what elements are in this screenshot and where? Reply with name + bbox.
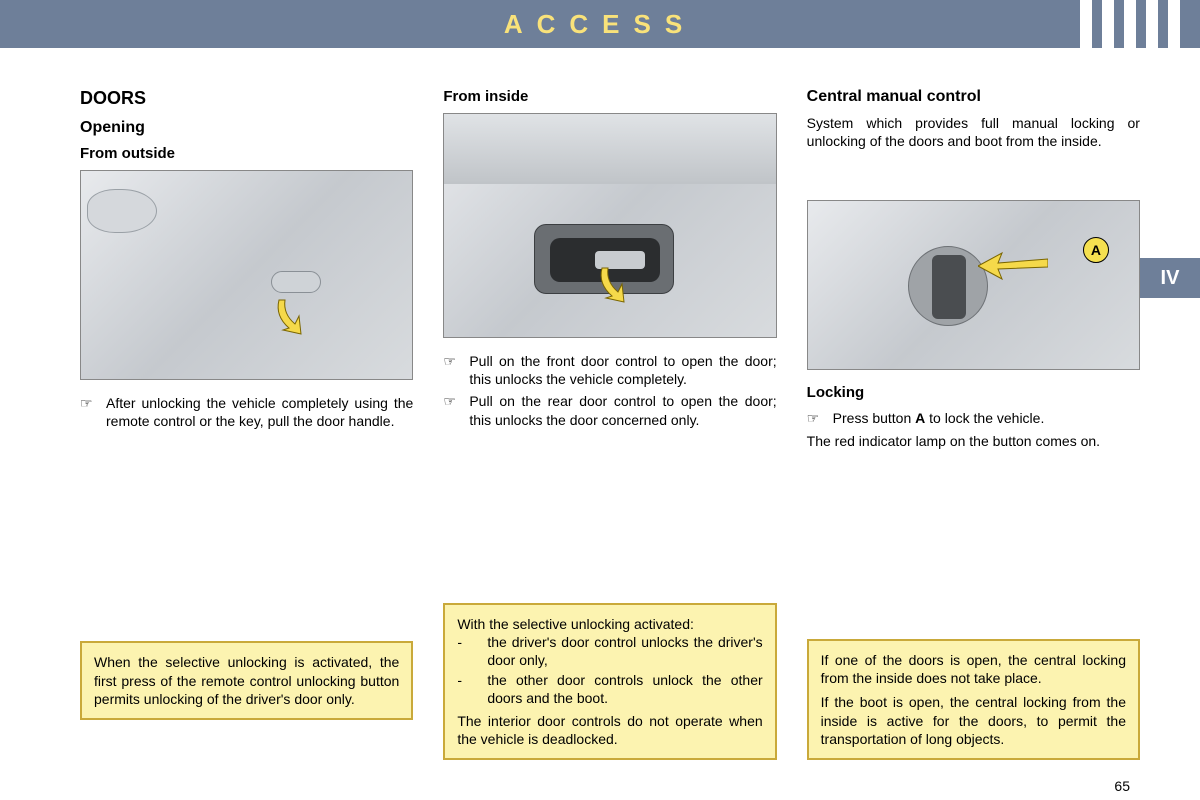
- note-p1: If one of the doors is open, the central…: [821, 651, 1126, 687]
- note-selective-unlock-outside: When the selective unlocking is activate…: [80, 641, 413, 720]
- bullet-outside-text: After unlocking the vehicle completely u…: [106, 394, 413, 430]
- arrow-icon: [594, 264, 634, 304]
- bullet-inside-rear: ☞ Pull on the rear door control to open …: [443, 392, 776, 428]
- pointer-icon: ☞: [443, 352, 459, 388]
- note-central-lock: If one of the doors is open, the central…: [807, 639, 1140, 760]
- figure-inside-handle: [443, 113, 776, 338]
- arrow-icon: [271, 296, 311, 336]
- heading-doors: DOORS: [80, 88, 413, 109]
- bullet-press-a-text: Press button A to lock the vehicle.: [833, 409, 1140, 427]
- page-header: ACCESS: [0, 0, 1200, 48]
- page-body: DOORS Opening From outside ☞ After unloc…: [0, 48, 1200, 800]
- label-a-badge: A: [1083, 237, 1109, 263]
- note-intro: With the selective unlocking activated:: [457, 615, 762, 633]
- bullet-inside-front-text: Pull on the front door control to open t…: [469, 352, 776, 388]
- pointer-icon: ☞: [807, 409, 823, 427]
- note-item-2: - the other door controls unlock the oth…: [457, 671, 762, 707]
- column-2: From inside ☞ Pull on the front door con…: [443, 88, 776, 780]
- header-title: ACCESS: [504, 9, 696, 40]
- note-p2: If the boot is open, the central locking…: [821, 693, 1126, 748]
- note-outro: The interior door controls do not operat…: [457, 712, 762, 748]
- page-number: 65: [1114, 778, 1130, 794]
- bullet-outside: ☞ After unlocking the vehicle completely…: [80, 394, 413, 430]
- figure-outside-handle: [80, 170, 413, 380]
- arrow-icon: [978, 251, 1048, 281]
- pointer-icon: ☞: [443, 392, 459, 428]
- note-text: When the selective unlocking is activate…: [94, 654, 399, 706]
- heading-locking: Locking: [807, 384, 1140, 401]
- note-item-1: - the driver's door control unlocks the …: [457, 633, 762, 669]
- header-stripes: [1080, 0, 1180, 48]
- bullet-inside-rear-text: Pull on the rear door control to open th…: [469, 392, 776, 428]
- note-selective-unlock-inside: With the selective unlocking activated: …: [443, 603, 776, 760]
- pointer-icon: ☞: [80, 394, 96, 430]
- heading-from-outside: From outside: [80, 145, 413, 162]
- heading-from-inside: From inside: [443, 88, 776, 105]
- column-3: Central manual control System which prov…: [807, 88, 1140, 780]
- bullet-inside-front: ☞ Pull on the front door control to open…: [443, 352, 776, 388]
- bullet-press-a: ☞ Press button A to lock the vehicle.: [807, 409, 1140, 427]
- heading-opening: Opening: [80, 119, 413, 137]
- indicator-text: The red indicator lamp on the button com…: [807, 432, 1140, 450]
- figure-lock-button: A: [807, 200, 1140, 370]
- column-1: DOORS Opening From outside ☞ After unloc…: [80, 88, 413, 780]
- central-intro: System which provides full manual lockin…: [807, 114, 1140, 150]
- heading-central-manual: Central manual control: [807, 88, 1140, 106]
